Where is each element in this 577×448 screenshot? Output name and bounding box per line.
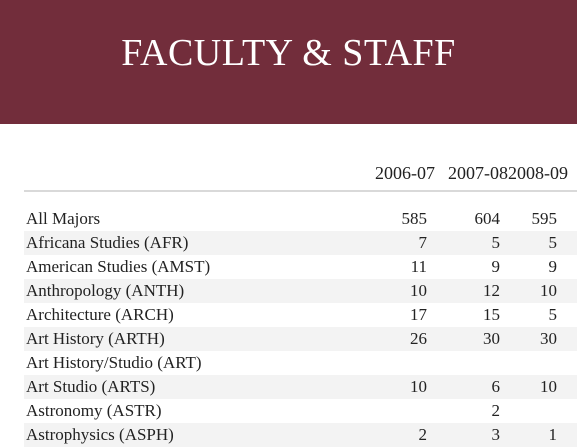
table-row: Astronomy (ASTR) 2	[24, 399, 577, 423]
row-value-2006-07	[357, 399, 435, 423]
row-value-2006-07: 11	[410, 257, 427, 276]
row-value-2008-09	[508, 399, 577, 423]
table-spacer	[24, 191, 577, 207]
table-row: Astrophysics (ASPH) 2 3 1	[24, 423, 577, 447]
row-name-cell: Art History (ARTH)	[26, 329, 165, 348]
row-value-2008-09: 1	[548, 425, 558, 444]
row-value-2008-09: 30	[540, 329, 557, 348]
column-header-2007-08: 2007-08	[448, 162, 508, 183]
row-value-2007-08: 3	[491, 425, 501, 444]
row-value-2008-09: 5	[548, 305, 558, 324]
row-value-2007-08: 5	[491, 233, 501, 252]
row-name-cell: Astrophysics (ASPH)	[26, 425, 174, 444]
row-value-2007-08: 6	[491, 377, 501, 396]
row-value-2007-08: 9	[491, 257, 501, 276]
row-value-2008-09: 595	[531, 209, 558, 228]
row-name-cell: American Studies (AMST)	[26, 257, 211, 276]
page-header-banner: FACULTY & STAFF	[0, 0, 577, 124]
row-value-2006-07: 2	[418, 425, 428, 444]
row-value-2008-09: 9	[548, 257, 558, 276]
column-header-2008-09: 2008-09	[508, 162, 568, 183]
table-row: Art History (ARTH) 26 30 30	[24, 327, 577, 351]
row-value-2007-08: 15	[483, 305, 500, 324]
table-row: Art History/Studio (ART)	[24, 351, 577, 375]
row-value-2008-09	[508, 351, 577, 375]
row-name-cell: Architecture (ARCH)	[26, 305, 174, 324]
row-value-2006-07	[357, 351, 435, 375]
row-value-2008-09: 10	[540, 281, 557, 300]
table-row: Anthropology (ANTH) 10 12 10	[24, 279, 577, 303]
row-name-cell: Astronomy (ASTR)	[26, 401, 162, 420]
column-header-name	[24, 156, 357, 191]
row-value-2007-08: 2	[491, 401, 501, 420]
row-name-cell: Art History/Studio (ART)	[26, 353, 202, 372]
row-value-2006-07: 26	[410, 329, 427, 348]
table-row: Africana Studies (AFR) 7 5 5	[24, 231, 577, 255]
row-name-cell: Anthropology (ANTH)	[26, 281, 185, 300]
row-value-2006-07: 585	[401, 209, 428, 228]
row-name-cell: Africana Studies (AFR)	[26, 233, 189, 252]
row-name-cell: Art Studio (ARTS)	[26, 377, 156, 396]
majors-table-container: 2006-07 2007-08 2008-09 All Majors 585 604…	[24, 156, 577, 447]
row-value-2006-07: 17	[410, 305, 427, 324]
row-value-2008-09: 5	[548, 233, 558, 252]
majors-table: 2006-07 2007-08 2008-09 All Majors 585 604…	[24, 156, 577, 447]
row-value-2007-08: 12	[483, 281, 500, 300]
row-value-2006-07: 10	[410, 377, 427, 396]
row-value-2006-07: 10	[410, 281, 427, 300]
column-header-2006-07: 2006-07	[375, 162, 435, 183]
table-row: All Majors 585 604 595	[24, 207, 577, 231]
row-value-2007-08: 604	[474, 209, 501, 228]
table-row: Art Studio (ARTS) 10 6 10	[24, 375, 577, 399]
row-value-2007-08: 30	[483, 329, 500, 348]
row-value-2008-09: 10	[540, 377, 557, 396]
table-row: American Studies (AMST) 11 9 9	[24, 255, 577, 279]
table-body: All Majors 585 604 595 Africana Studies (AFR…	[24, 191, 577, 447]
row-value-2007-08	[435, 351, 508, 375]
table-row: Architecture (ARCH) 17 15 5	[24, 303, 577, 327]
row-value-2006-07: 7	[418, 233, 428, 252]
page-title: FACULTY & STAFF	[121, 32, 456, 74]
row-name-cell: All Majors	[26, 209, 101, 228]
table-header-row: 2006-07 2007-08 2008-09	[24, 156, 577, 191]
